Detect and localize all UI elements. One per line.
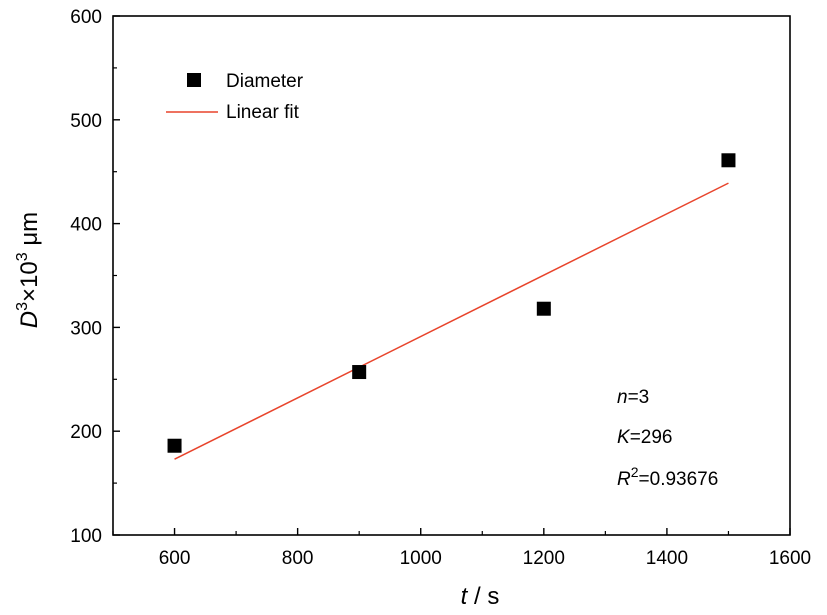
annotations: n=3 K=296 R2=0.93676	[617, 387, 718, 490]
legend-label-linear-fit: Linear fit	[226, 102, 300, 123]
legend-label-diameter: Diameter	[226, 71, 304, 92]
x-tick-label: 1200	[523, 548, 565, 569]
data-point-diameter	[721, 153, 736, 168]
y-axis-title: D3×103 μm	[14, 212, 43, 328]
x-tick-label: 800	[282, 548, 314, 569]
legend: Diameter Linear fit	[166, 71, 304, 123]
y-tick-label: 300	[70, 318, 102, 339]
linear-fit-line	[174, 182, 729, 460]
x-axis-title: t / s	[461, 583, 500, 610]
x-tick-label: 1600	[769, 548, 811, 569]
y-tick-label: 500	[70, 111, 102, 132]
y-tick-label: 600	[70, 7, 102, 28]
annotation-k: K=296	[617, 427, 672, 448]
data-point-diameter	[167, 438, 182, 453]
y-tick-label: 200	[70, 422, 102, 443]
x-tick-label: 1000	[400, 548, 442, 569]
plot-frame	[112, 15, 791, 536]
annotation-r2: R2=0.93676	[617, 464, 718, 490]
x-tick-label: 600	[159, 548, 191, 569]
x-tick-label: 1400	[646, 548, 688, 569]
points-layer	[167, 153, 736, 453]
data-point-diameter	[536, 301, 551, 316]
y-tick-label: 400	[70, 215, 102, 236]
x-axis-ticks: 600 800 1000 1200 1400 1600	[112, 528, 811, 569]
y-axis-ticks: 100 200 300 400 500 600	[70, 7, 120, 547]
annotation-n: n=3	[617, 387, 649, 408]
legend-marker-diameter	[187, 73, 201, 87]
data-point-diameter	[352, 365, 367, 380]
y-tick-label: 100	[70, 526, 102, 547]
fit-layer	[174, 182, 729, 460]
